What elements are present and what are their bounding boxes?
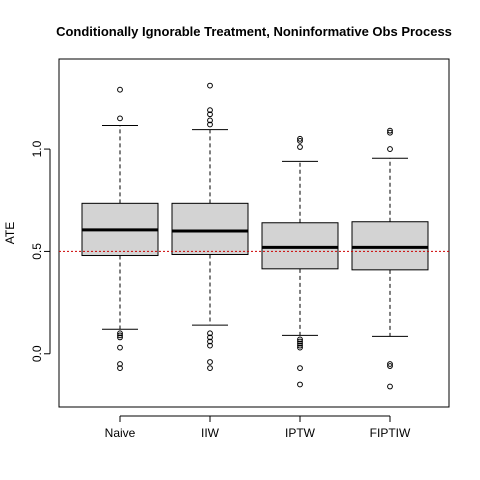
outlier-point (297, 344, 303, 351)
outlier-point (297, 336, 303, 343)
chart-marks (59, 82, 449, 390)
outlier-point (297, 340, 303, 347)
outlier-point (387, 127, 393, 134)
x-tick-label: FIPTIW (370, 426, 411, 440)
outlier-point (117, 361, 123, 367)
outlier-point (207, 107, 213, 114)
iqr-box (351, 221, 429, 271)
outlier-point (117, 365, 123, 372)
box-group-iiw (171, 82, 249, 372)
outlier-point (117, 332, 123, 339)
x-tick-label: Naive (105, 426, 136, 440)
outlier-point (207, 334, 213, 341)
box-group-iptw (261, 135, 339, 388)
outlier-point (387, 361, 393, 367)
outlier-point (117, 330, 123, 337)
outlier-point (387, 383, 393, 390)
chart-title: Conditionally Ignorable Treatment, Nonin… (56, 24, 452, 39)
outlier-point (207, 359, 213, 365)
outlier-point (117, 344, 123, 351)
outlier-point (297, 137, 303, 144)
outlier-point (117, 334, 123, 341)
outlier-point (297, 144, 303, 150)
outlier-point (207, 82, 213, 89)
outlier-point (297, 338, 303, 345)
x-tick-label: IIW (201, 426, 220, 440)
iqr-box (261, 222, 339, 270)
y-axis-label: ATE (3, 222, 17, 244)
outlier-point (117, 86, 123, 93)
y-tick-label: 0.0 (30, 345, 44, 362)
outlier-point (207, 342, 213, 349)
outlier-point (387, 146, 393, 152)
outlier-point (207, 330, 213, 337)
y-tick-label: 0.5 (30, 243, 44, 260)
outlier-point (297, 365, 303, 372)
outlier-point (297, 381, 303, 388)
outlier-point (207, 365, 213, 372)
chart-axes: 0.0 0.5 1.0 Naive IIW IPTW FIPTIW (30, 140, 411, 440)
outlier-point (297, 135, 303, 142)
outlier-point (207, 121, 213, 128)
plot-frame (58, 58, 450, 408)
iqr-box (171, 202, 249, 255)
box-group-naive (81, 86, 159, 372)
outlier-point (387, 363, 393, 369)
outlier-point (207, 117, 213, 124)
outlier-point (207, 111, 213, 118)
box-group-fiptiw (351, 127, 429, 390)
outlier-point (207, 338, 213, 345)
outlier-point (117, 115, 123, 122)
x-tick-label: IPTW (285, 426, 316, 440)
outlier-point (297, 342, 303, 349)
outlier-point (387, 129, 393, 136)
y-tick-label: 1.0 (30, 140, 44, 157)
